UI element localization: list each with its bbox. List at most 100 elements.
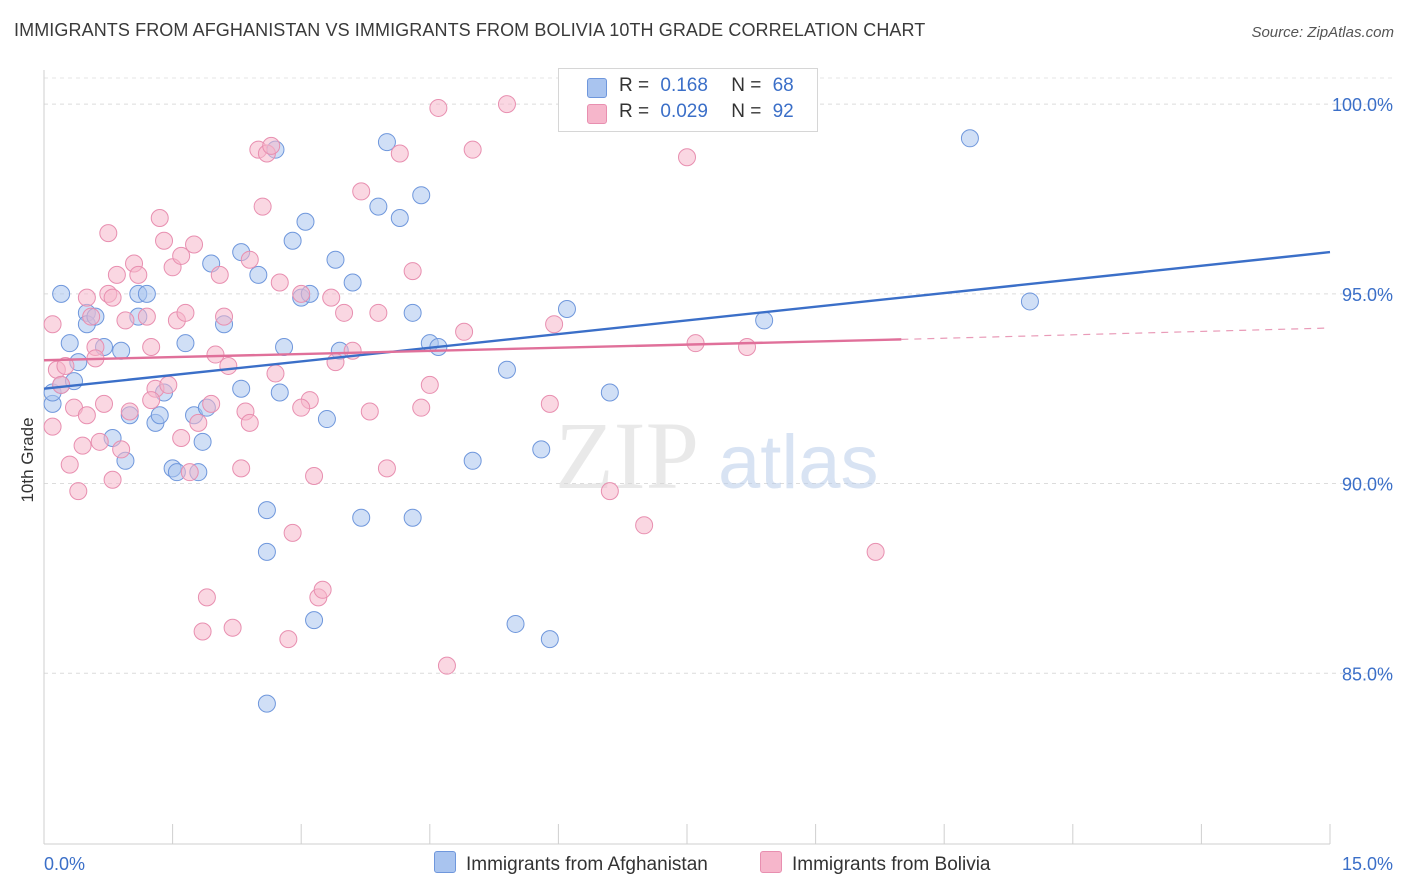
- legend-swatch-afghanistan: [587, 78, 607, 98]
- point-afghanistan: [506, 614, 525, 633]
- legend-n-label: N =: [731, 75, 762, 96]
- point-bolivia: [52, 375, 71, 394]
- point-bolivia: [270, 273, 289, 292]
- point-bolivia: [103, 288, 122, 307]
- point-afghanistan: [317, 410, 336, 429]
- y-tick-label: 90.0%: [1342, 475, 1393, 495]
- point-afghanistan: [326, 250, 345, 269]
- point-bolivia: [43, 315, 62, 334]
- grid-lines: [44, 77, 1392, 674]
- legend-r-label: R =: [619, 75, 650, 96]
- point-afghanistan: [352, 508, 371, 527]
- point-bolivia: [150, 208, 169, 227]
- point-bolivia: [73, 436, 92, 455]
- point-bolivia: [189, 413, 208, 432]
- point-bolivia: [352, 182, 371, 201]
- legend-swatch-bolivia: [760, 851, 782, 873]
- point-bolivia: [335, 303, 354, 322]
- point-afghanistan: [150, 406, 169, 425]
- point-afghanistan: [369, 197, 388, 216]
- point-bolivia: [600, 482, 619, 501]
- legend-swatch-bolivia: [587, 104, 607, 124]
- trendline-afghanistan: [43, 250, 1331, 390]
- point-bolivia: [172, 246, 191, 265]
- point-bolivia: [77, 288, 96, 307]
- point-bolivia: [176, 303, 195, 322]
- point-bolivia: [455, 322, 474, 341]
- point-bolivia: [866, 542, 885, 561]
- bottom-legend-afghanistan: Immigrants from Afghanistan: [434, 851, 708, 876]
- series-bolivia-points: [43, 95, 885, 675]
- point-bolivia: [90, 432, 109, 451]
- point-afghanistan: [112, 341, 131, 360]
- point-bolivia: [206, 345, 225, 364]
- trendline-bolivia: [43, 338, 902, 362]
- point-bolivia: [197, 588, 216, 607]
- point-bolivia: [107, 265, 126, 284]
- point-bolivia: [253, 197, 272, 216]
- bottom-legend-bolivia: Immigrants from Bolivia: [760, 851, 991, 876]
- y-tick-label: 100.0%: [1332, 95, 1393, 115]
- point-bolivia: [429, 98, 448, 117]
- point-bolivia: [540, 394, 559, 413]
- point-afghanistan: [403, 303, 422, 322]
- point-afghanistan: [257, 542, 276, 561]
- point-bolivia: [463, 140, 482, 159]
- point-bolivia: [193, 622, 212, 641]
- y-tick-label: 95.0%: [1342, 285, 1393, 305]
- point-bolivia: [262, 136, 281, 155]
- point-bolivia: [377, 459, 396, 478]
- point-afghanistan: [540, 630, 559, 649]
- watermark: ZIP atlas: [555, 402, 879, 509]
- point-bolivia: [497, 95, 516, 114]
- point-bolivia: [116, 311, 135, 330]
- stats-legend: R = 0.168 N = 68 R = 0.029 N = 92: [558, 68, 818, 132]
- point-bolivia: [305, 466, 324, 485]
- point-bolivia: [137, 307, 156, 326]
- point-afghanistan: [52, 284, 71, 303]
- axes: [43, 70, 1331, 845]
- legend-label-afghanistan: Immigrants from Afghanistan: [466, 854, 708, 875]
- point-bolivia: [678, 148, 696, 167]
- point-afghanistan: [232, 379, 251, 398]
- point-afghanistan: [755, 311, 774, 330]
- point-bolivia: [437, 656, 456, 675]
- point-afghanistan: [532, 440, 551, 459]
- point-bolivia: [95, 394, 114, 413]
- point-bolivia: [369, 303, 388, 322]
- point-afghanistan: [283, 231, 302, 250]
- point-bolivia: [56, 356, 75, 375]
- point-afghanistan: [137, 284, 156, 303]
- legend-r-value: 0.029: [660, 101, 708, 122]
- point-afghanistan: [193, 432, 212, 451]
- point-bolivia: [738, 337, 757, 356]
- point-afghanistan: [176, 334, 195, 353]
- point-bolivia: [219, 356, 238, 375]
- point-afghanistan: [377, 133, 396, 152]
- point-bolivia: [180, 463, 199, 482]
- point-bolivia: [215, 307, 234, 326]
- point-afghanistan: [343, 273, 362, 292]
- point-afghanistan: [275, 337, 294, 356]
- watermark-atlas: atlas: [718, 420, 879, 505]
- point-afghanistan: [1020, 292, 1039, 311]
- y-axis-label: 10th Grade: [18, 417, 37, 502]
- point-bolivia: [403, 262, 422, 281]
- point-bolivia: [223, 618, 242, 637]
- legend-label-bolivia: Immigrants from Bolivia: [792, 854, 991, 875]
- point-bolivia: [420, 375, 439, 394]
- point-bolivia: [210, 265, 229, 284]
- point-bolivia: [322, 288, 341, 307]
- point-bolivia: [172, 429, 191, 448]
- point-bolivia: [142, 391, 161, 410]
- point-afghanistan: [390, 208, 409, 227]
- point-bolivia: [202, 394, 221, 413]
- point-bolivia: [159, 375, 178, 394]
- point-bolivia: [313, 580, 332, 599]
- legend-r-value: 0.168: [660, 75, 708, 96]
- point-afghanistan: [249, 265, 268, 284]
- point-afghanistan: [557, 300, 576, 319]
- point-bolivia: [82, 307, 101, 326]
- x-tick-label: 15.0%: [1342, 854, 1393, 874]
- point-bolivia: [155, 231, 174, 250]
